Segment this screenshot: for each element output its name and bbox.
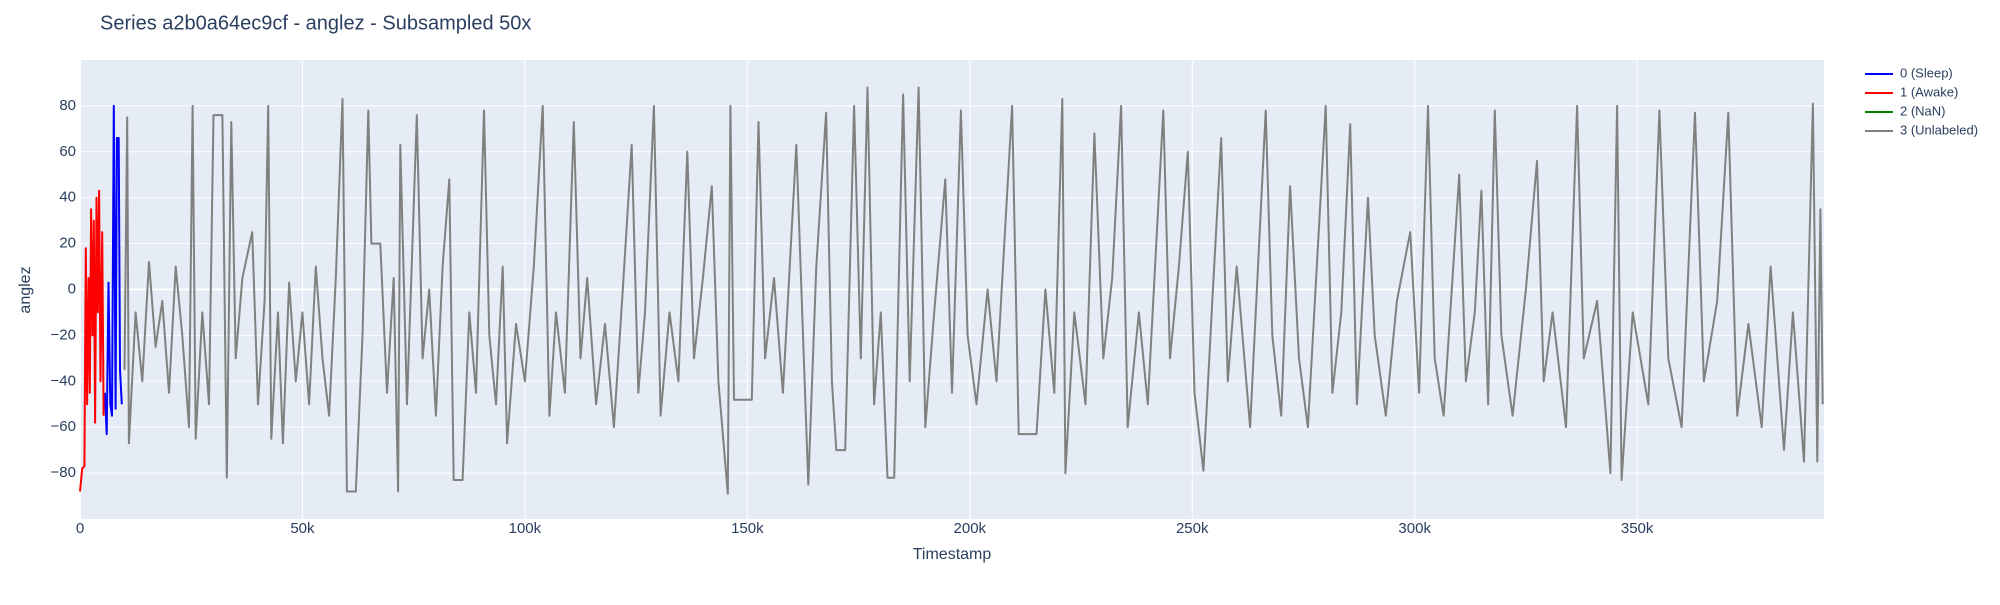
y-tick-label: 0 — [68, 280, 76, 297]
legend-label: 2 (NaN) — [1900, 103, 1946, 118]
x-tick-label: 150k — [731, 520, 764, 537]
x-tick-label: 300k — [1398, 520, 1431, 537]
y-tick-label: −80 — [51, 464, 76, 481]
y-tick-label: 80 — [59, 97, 76, 114]
series-line — [79, 189, 105, 492]
x-tick-label: 50k — [290, 520, 315, 537]
series-line — [123, 86, 1824, 495]
y-tick-label: 60 — [59, 143, 76, 160]
chart-title: Series a2b0a64ec9cf - anglez - Subsample… — [100, 12, 531, 34]
legend-label: 1 (Awake) — [1900, 84, 1958, 99]
series-line — [103, 104, 123, 436]
x-tick-label: 200k — [954, 520, 987, 537]
x-tick-label: 350k — [1621, 520, 1654, 537]
y-tick-label: 40 — [59, 189, 76, 206]
y-tick-label: −20 — [51, 326, 76, 343]
x-tick-label: 100k — [509, 520, 542, 537]
y-axis-title: anglez — [17, 266, 34, 313]
legend-label: 0 (Sleep) — [1900, 65, 1953, 80]
y-tick-label: −60 — [51, 418, 76, 435]
y-tick-label: 20 — [59, 235, 76, 252]
y-tick-label: −40 — [51, 372, 76, 389]
x-tick-label: 250k — [1176, 520, 1209, 537]
x-tick-label: 0 — [76, 520, 84, 537]
legend-label: 3 (Unlabeled) — [1900, 122, 1978, 137]
x-axis-title: Timestamp — [913, 546, 992, 563]
